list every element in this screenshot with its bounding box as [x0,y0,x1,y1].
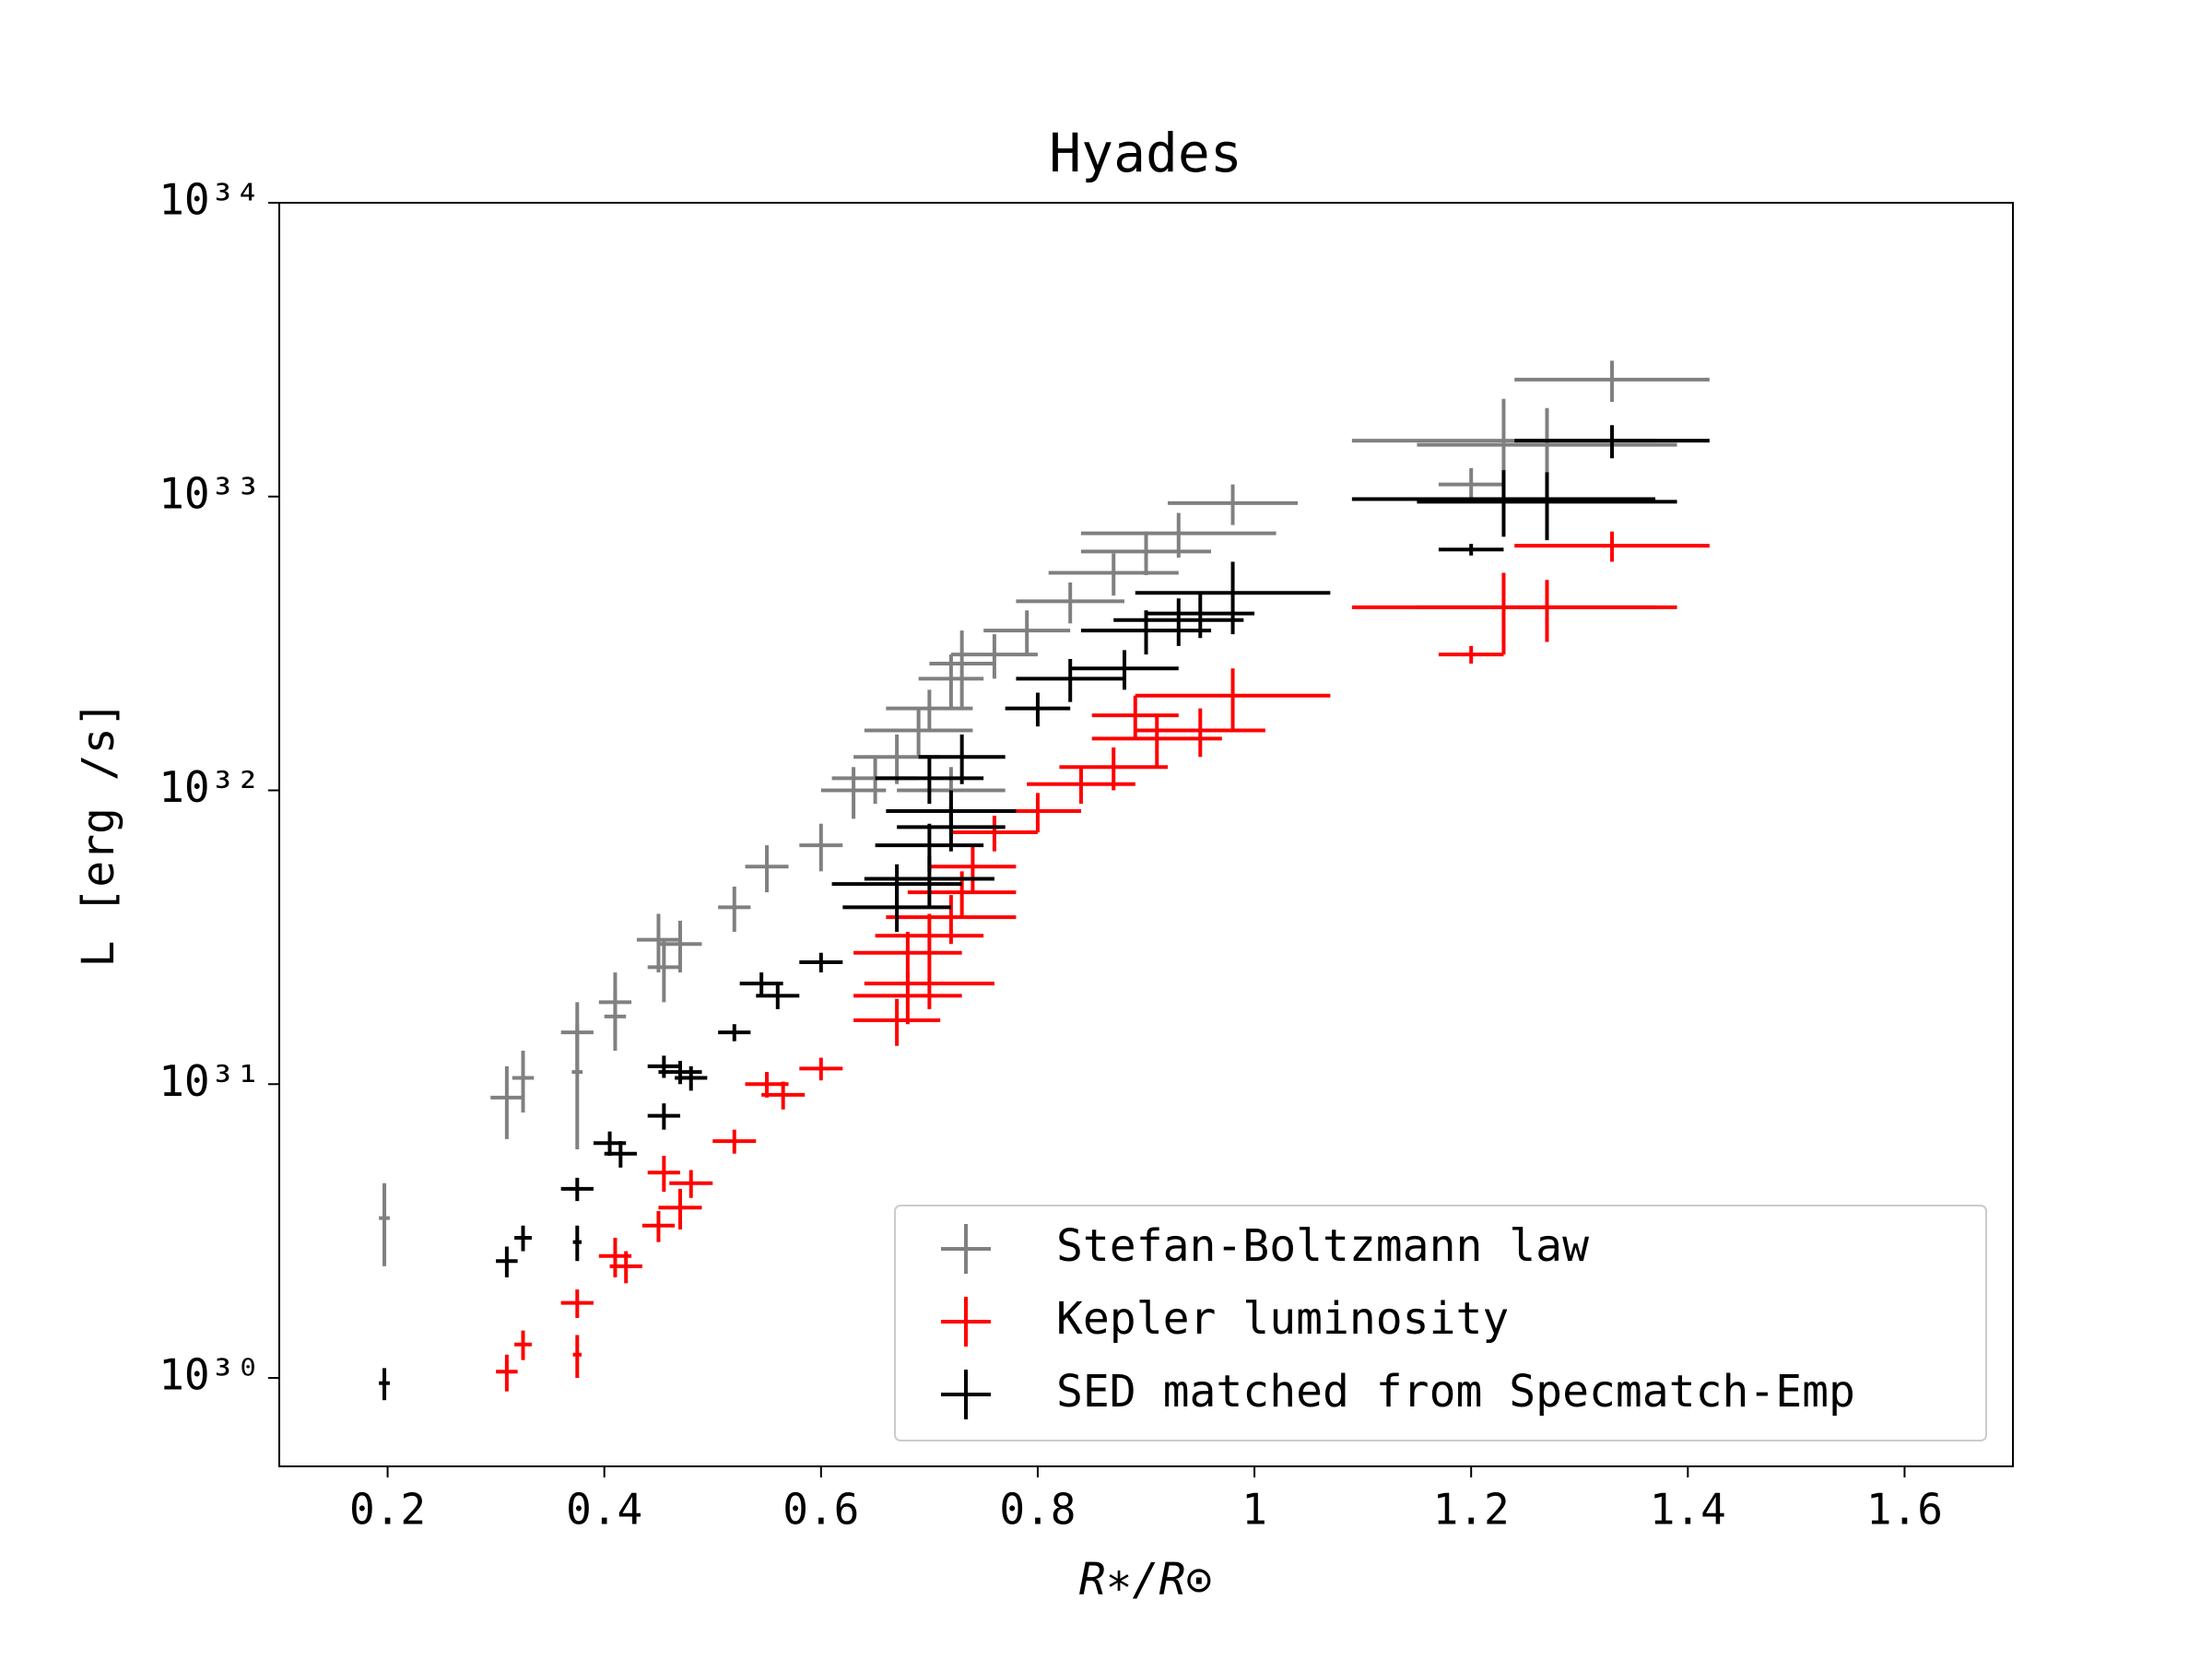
y-tick-label: 10³⁴ [159,175,261,225]
x-tick-label: 0.2 [349,1485,426,1535]
y-axis-label: L [erg /s] [73,701,124,968]
x-tick-label: 0.4 [566,1485,642,1535]
x-tick-label: 1.2 [1433,1485,1510,1535]
plot-frame [278,202,2014,1467]
legend-box [894,1205,1987,1441]
x-tick-label: 1 [1241,1485,1267,1535]
x-tick-label: 1.6 [1866,1485,1943,1535]
y-tick-label: 10³³ [159,468,261,518]
x-tick-label: 0.8 [999,1485,1076,1535]
legend-label: SED matched from Specmatch-Emp [1056,1366,1855,1418]
x-axis-label: R∗/R⊙ [1079,1554,1213,1606]
legend-label: Stefan-Boltzmann law [1056,1220,1589,1272]
x-tick-label: 1.4 [1650,1485,1726,1535]
chart-title: Hyades [1049,122,1242,184]
y-tick-label: 10³¹ [159,1056,261,1106]
legend-label: Kepler luminosity [1056,1293,1509,1345]
y-tick-label: 10³⁰ [159,1350,261,1400]
y-tick-label: 10³² [159,762,261,812]
x-tick-label: 0.6 [782,1485,859,1535]
plot-area [379,360,1710,1401]
